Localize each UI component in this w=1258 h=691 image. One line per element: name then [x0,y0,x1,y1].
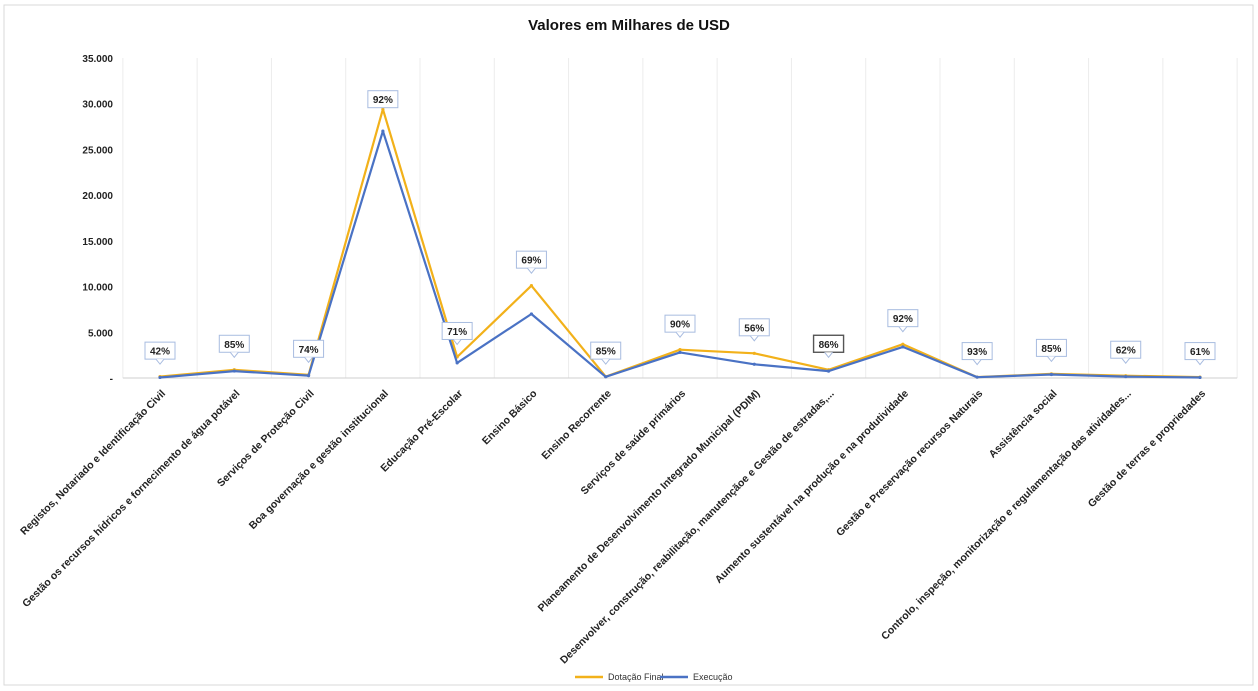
data-point [678,348,682,352]
data-label: 61% [1184,342,1216,366]
data-label-pointer [749,335,759,342]
data-label: 86% [812,334,845,359]
legend-item: Dotação Final [575,672,664,682]
data-label: 85% [590,341,622,365]
legend-label: Dotação Final [608,672,664,682]
data-point [901,345,905,349]
data-label: 56% [738,318,770,342]
data-label-pointer [155,358,165,365]
data-label: 71% [441,321,473,346]
data-point [158,375,162,380]
data-label: 62% [1110,340,1142,365]
data-label-layer: 42% 85% 74% 92% 71% 69% 85% 90% 56% 86% 92% 93% 85% 6… [144,90,1216,366]
data-point [1198,375,1202,380]
data-label-pointer [452,339,462,346]
data-label-pointer [1047,356,1056,363]
data-point [529,284,534,288]
data-label-text: 90% [670,320,690,331]
y-tick-label: 10.000 [82,283,113,294]
data-label: 69% [515,250,547,274]
data-label-text: 92% [373,95,393,106]
data-label-pointer [675,331,685,338]
data-label: 85% [218,334,250,359]
data-point [232,369,236,373]
legend: Dotação Final Execução [575,672,733,682]
data-label-pointer [1195,359,1205,366]
data-label-text: 42% [150,347,170,358]
data-point [975,375,979,379]
data-point [529,312,534,316]
y-tick-label: 25.000 [82,145,113,156]
data-point [1124,374,1128,379]
legend-label: Execução [693,672,733,682]
data-label-text: 56% [744,323,764,334]
data-label-box [367,90,399,109]
data-point [826,369,831,373]
data-label-text: 74% [299,345,319,356]
data-point [752,351,756,355]
data-label-text: 86% [819,340,839,351]
data-label-pointer [601,358,611,365]
data-label: 42% [144,341,176,365]
grid-layer [122,58,1238,378]
data-label: 93% [961,342,993,366]
data-label-pointer [229,351,239,359]
data-label-text: 62% [1116,346,1136,357]
data-label-pointer [304,356,313,364]
data-label-text: 85% [1041,344,1061,355]
data-label-pointer [527,267,536,274]
y-tick-label: 5.000 [88,328,113,339]
data-label-text: 85% [596,347,616,358]
data-label-pointer [1121,357,1131,365]
data-point [678,350,682,354]
data-label: 90% [664,314,696,338]
data-point [752,362,756,366]
data-label-text: 69% [521,256,541,267]
y-tick-label: 20.000 [82,191,113,202]
data-label: 85% [1035,338,1067,363]
data-label-text: 93% [967,347,987,358]
y-tick-label: - [110,374,113,385]
data-label-pointer [972,359,982,366]
data-point [306,374,311,378]
y-axis: - 5.000 10.000 15.000 20.000 25.000 30.000 35.0… [82,54,113,385]
y-tick-label: 15.000 [82,237,113,248]
y-tick-label: 35.000 [82,54,113,65]
data-label-pointer [824,351,833,359]
data-point [381,129,385,133]
series-layer [158,107,1202,380]
data-label-text: 85% [224,340,244,351]
data-label-text: 61% [1190,347,1210,358]
data-label-text: 92% [893,314,913,325]
data-label: 92% [367,90,399,109]
data-point [901,342,905,346]
data-point [1049,372,1054,377]
legend-item: Execução [660,672,733,682]
data-label-text: 71% [447,327,467,338]
y-tick-label: 30.000 [82,100,113,111]
data-label: 74% [293,339,325,364]
data-label: 92% [887,309,919,333]
data-label-pointer [898,326,908,333]
data-point [455,361,459,365]
data-point [604,375,608,379]
data-point [381,107,385,111]
chart-title: Valores em Milhares de USD [528,17,730,34]
